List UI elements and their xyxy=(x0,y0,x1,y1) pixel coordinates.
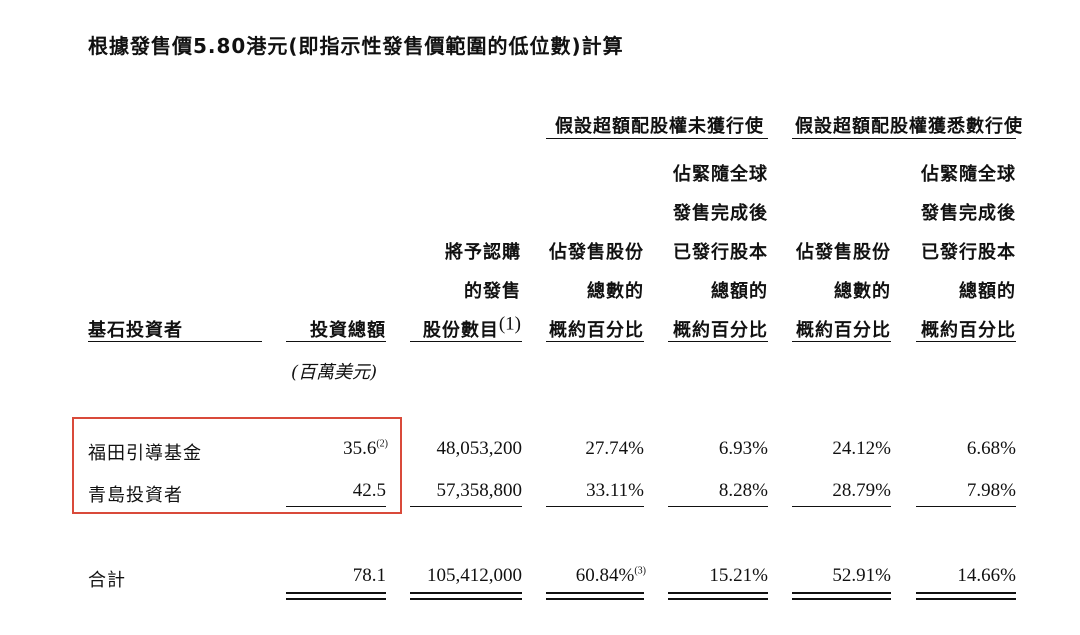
col-header-pct-issued-a-line4: 總額的 xyxy=(711,281,768,302)
subtotal-line-pct-offer-b xyxy=(792,506,891,507)
col-underline-shares xyxy=(410,341,522,342)
col-header-pct-issued-a-line3: 已發行股本 xyxy=(673,242,768,263)
row-2-pct-issued-a: 8.28% xyxy=(718,480,768,501)
subtotal-line-total-investment xyxy=(286,506,386,507)
col-header-shares-line3: 股份數目 xyxy=(422,320,499,341)
note-marker-3: (3) xyxy=(634,565,646,577)
row-1-pct-issued-a: 6.93% xyxy=(718,438,768,459)
col-header-pct-issued-a-line5: 概約百分比 xyxy=(673,320,768,341)
total-label: 合計 xyxy=(88,570,126,591)
group-header-fully-exercised: 假設超額配股權獲悉數行使 xyxy=(795,116,1023,137)
total-double-line-investment-top xyxy=(286,592,386,594)
col-underline-pct-issued-a xyxy=(668,341,768,342)
row-1-pct-offer-b: 24.12% xyxy=(832,438,891,459)
row-2-investor: 青島投資者 xyxy=(88,485,183,506)
row-2-pct-offer-b: 28.79% xyxy=(832,480,891,501)
total-double-line-shares-top xyxy=(410,592,522,594)
total-pct-offer-a-wrap: 60.84%(3) xyxy=(530,565,646,587)
col-header-shares-line1: 將予認購 xyxy=(445,242,521,263)
highlight-box xyxy=(72,417,402,514)
row-1-pct-offer-a: 27.74% xyxy=(585,438,644,459)
total-double-line-pct-issued-a-top xyxy=(668,592,768,594)
col-header-shares-line3-wrap: 股份數目(1) xyxy=(400,313,521,342)
col-underline-pct-issued-b xyxy=(916,341,1016,342)
total-investment: 78.1 xyxy=(352,565,386,586)
col-underline-pct-offer-a xyxy=(546,341,644,342)
note-marker-1: (1) xyxy=(498,313,521,335)
group-underline-not-exercised xyxy=(546,138,768,139)
col-header-pct-issued-b-line3: 已發行股本 xyxy=(921,242,1016,263)
total-pct-offer-b: 52.91% xyxy=(832,565,891,586)
row-1-shares: 48,053,200 xyxy=(436,438,523,459)
col-header-pct-issued-b-line5: 概約百分比 xyxy=(921,320,1016,341)
col-header-investor: 基石投資者 xyxy=(88,320,183,341)
col-underline-investor xyxy=(88,341,262,342)
col-underline-pct-offer-b xyxy=(792,341,891,342)
col-header-pct-issued-b-line1: 佔緊隨全球 xyxy=(921,164,1016,185)
total-double-line-pct-offer-b-top xyxy=(792,592,891,594)
total-double-line-pct-issued-b-bottom xyxy=(916,598,1016,600)
subtotal-line-pct-offer-a xyxy=(546,506,644,507)
row-2-shares: 57,358,800 xyxy=(436,480,523,501)
subtotal-line-shares xyxy=(410,506,522,507)
col-header-pct-issued-b-line2: 發售完成後 xyxy=(921,203,1016,224)
total-double-line-pct-offer-a-top xyxy=(546,592,644,594)
col-header-pct-issued-a-line1: 佔緊隨全球 xyxy=(673,164,768,185)
total-pct-offer-a: 60.84% xyxy=(575,565,635,586)
total-double-line-pct-issued-a-bottom xyxy=(668,598,768,600)
col-header-pct-issued-b-line4: 總額的 xyxy=(959,281,1016,302)
subtotal-line-pct-issued-b xyxy=(916,506,1016,507)
row-1-investor: 福田引導基金 xyxy=(88,443,202,464)
total-shares: 105,412,000 xyxy=(427,565,522,586)
col-header-pct-offer-a-line2: 總數的 xyxy=(587,281,644,302)
note-marker-2: (2) xyxy=(376,438,388,450)
row-1-pct-issued-b: 6.68% xyxy=(966,438,1016,459)
total-double-line-pct-offer-a-bottom xyxy=(546,598,644,600)
total-double-line-shares-bottom xyxy=(410,598,522,600)
col-header-pct-offer-b-line2: 總數的 xyxy=(834,281,891,302)
unit-label: (百萬美元) xyxy=(291,362,378,383)
group-underline-fully-exercised xyxy=(792,138,1016,139)
row-1-total-investment: 35.6 xyxy=(343,438,377,459)
total-pct-issued-a: 15.21% xyxy=(709,565,768,586)
col-header-pct-offer-a-line1: 佔發售股份 xyxy=(549,242,644,263)
col-underline-total-investment xyxy=(286,341,386,342)
col-header-pct-offer-b-line3: 概約百分比 xyxy=(796,320,891,341)
total-double-line-pct-issued-b-top xyxy=(916,592,1016,594)
row-2-pct-issued-b: 7.98% xyxy=(966,480,1016,501)
total-double-line-investment-bottom xyxy=(286,598,386,600)
total-pct-issued-b: 14.66% xyxy=(957,565,1016,586)
row-2-total-investment: 42.5 xyxy=(352,480,386,501)
row-2-pct-offer-a: 33.11% xyxy=(586,480,644,501)
subtotal-line-pct-issued-a xyxy=(668,506,768,507)
col-header-pct-offer-b-line1: 佔發售股份 xyxy=(796,242,891,263)
col-header-pct-issued-a-line2: 發售完成後 xyxy=(673,203,768,224)
total-double-line-pct-offer-b-bottom xyxy=(792,598,891,600)
col-header-total-investment: 投資總額 xyxy=(310,320,386,341)
page-title: 根據發售價5.80港元(即指示性發售價範圍的低位數)計算 xyxy=(88,34,624,58)
row-1-total-investment-wrap: 35.6(2) xyxy=(280,438,388,460)
group-header-not-exercised: 假設超額配股權未獲行使 xyxy=(555,116,764,137)
col-header-shares-line2: 的發售 xyxy=(464,281,521,302)
col-header-pct-offer-a-line3: 概約百分比 xyxy=(549,320,644,341)
